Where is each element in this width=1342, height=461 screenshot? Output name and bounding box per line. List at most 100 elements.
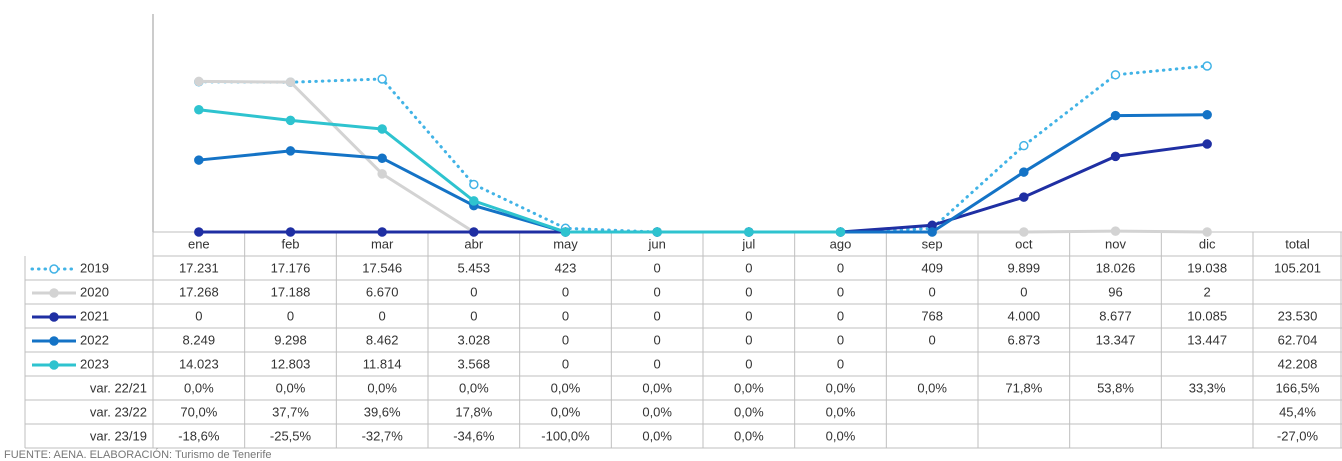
table-cell: 13.447 — [1187, 332, 1227, 347]
table-cell: 166,5% — [1275, 380, 1320, 395]
point — [469, 196, 479, 206]
table-cell: 33,3% — [1189, 380, 1226, 395]
table-cell: 6.670 — [366, 284, 399, 299]
table-cell: 5.453 — [458, 260, 491, 275]
legend-marker — [49, 336, 59, 346]
point — [1019, 140, 1029, 151]
table-cell: 0,0% — [917, 380, 947, 395]
table-cell: 8.462 — [366, 332, 399, 347]
point — [194, 155, 204, 165]
legend-marker — [49, 360, 59, 370]
table-cell: 0 — [562, 356, 569, 371]
table-cell: -27,0% — [1277, 428, 1319, 443]
table-cell: 39,6% — [364, 404, 401, 419]
table-cell: 0,0% — [459, 380, 489, 395]
table-cell: 0,0% — [734, 380, 764, 395]
point — [1202, 139, 1212, 149]
x-tick-label: dic — [1199, 236, 1216, 251]
table-cell: 42.208 — [1278, 356, 1318, 371]
point — [927, 227, 937, 237]
table-cell: 18.026 — [1096, 260, 1136, 275]
table-cell: 17.268 — [179, 284, 219, 299]
legend-label: 2022 — [80, 332, 109, 347]
table-cell: 0 — [379, 308, 386, 323]
table-cell: 0 — [1020, 284, 1027, 299]
table-cell: 0,0% — [826, 380, 856, 395]
table-cell: 14.023 — [179, 356, 219, 371]
table-cell: 0,0% — [642, 380, 672, 395]
point — [1202, 61, 1212, 71]
point — [1202, 109, 1212, 120]
table-cell: 53,8% — [1097, 380, 1134, 395]
table-cell: 0,0% — [642, 428, 672, 443]
point — [1110, 70, 1121, 80]
table-cell: 0 — [562, 308, 569, 323]
table-cell: 6.873 — [1008, 332, 1041, 347]
point — [1019, 227, 1029, 237]
table-cell: 70,0% — [180, 404, 217, 419]
table-cell: 0 — [654, 356, 661, 371]
series-line — [198, 108, 841, 234]
table-cell: -100,0% — [541, 428, 590, 443]
point — [377, 227, 387, 237]
point — [469, 179, 479, 190]
table-cell: 62.704 — [1278, 332, 1318, 347]
point — [744, 227, 754, 237]
x-tick-label: mar — [371, 236, 394, 251]
point — [285, 77, 296, 87]
table-cell: 45,4% — [1279, 404, 1316, 419]
legend-marker — [49, 264, 59, 274]
table-cell: 0,0% — [826, 428, 856, 443]
table-cell: 0 — [837, 308, 844, 323]
column-header: total — [1285, 236, 1310, 251]
table-cell: 9.899 — [1008, 260, 1041, 275]
point — [377, 124, 387, 134]
series-line — [198, 142, 1208, 234]
point — [1110, 151, 1121, 162]
table-cell: 71,8% — [1005, 380, 1042, 395]
point — [285, 227, 296, 237]
point — [377, 153, 387, 163]
x-tick-label: may — [553, 236, 578, 251]
point — [1110, 226, 1121, 236]
table-cell: 0 — [837, 260, 844, 275]
table-cell: 13.347 — [1096, 332, 1136, 347]
table-cell: 0 — [195, 308, 202, 323]
row-label: var. 22/21 — [90, 380, 147, 395]
legend-label: 2019 — [80, 260, 109, 275]
table-cell: 0 — [654, 308, 661, 323]
table-cell: 0 — [745, 260, 752, 275]
table-cell: 0 — [654, 260, 661, 275]
row-label: var. 23/22 — [90, 404, 147, 419]
table-cell: 0 — [745, 308, 752, 323]
table-cell: -18,6% — [178, 428, 220, 443]
table-cell: 0,0% — [826, 404, 856, 419]
x-tick-label: ene — [188, 236, 210, 251]
table-cell: 105.201 — [1274, 260, 1321, 275]
table-cell: 0 — [745, 356, 752, 371]
table-cell: 0 — [837, 356, 844, 371]
point — [194, 76, 204, 87]
table-cell: 9.298 — [274, 332, 307, 347]
point — [194, 227, 204, 237]
table-cell: 3.028 — [458, 332, 491, 347]
table-cell: 0,0% — [551, 380, 581, 395]
row-label: var. 23/19 — [90, 428, 147, 443]
point — [652, 227, 662, 237]
point — [1019, 167, 1029, 177]
table-cell: 37,7% — [272, 404, 309, 419]
table-cell: 4.000 — [1008, 308, 1041, 323]
table-cell: 8.249 — [183, 332, 216, 347]
point — [377, 74, 387, 84]
x-tick-label: jul — [741, 236, 755, 251]
table-cell: 0 — [562, 332, 569, 347]
x-tick-label: sep — [922, 236, 943, 251]
table-cell: 10.085 — [1187, 308, 1227, 323]
table-cell: 0,0% — [551, 404, 581, 419]
x-tick-label: ago — [830, 236, 852, 251]
table-cell: 768 — [921, 308, 943, 323]
table-cell: 19.038 — [1187, 260, 1227, 275]
table-cell: 11.814 — [363, 356, 402, 371]
table-cell: 0 — [745, 284, 752, 299]
table-cell: 0 — [745, 332, 752, 347]
